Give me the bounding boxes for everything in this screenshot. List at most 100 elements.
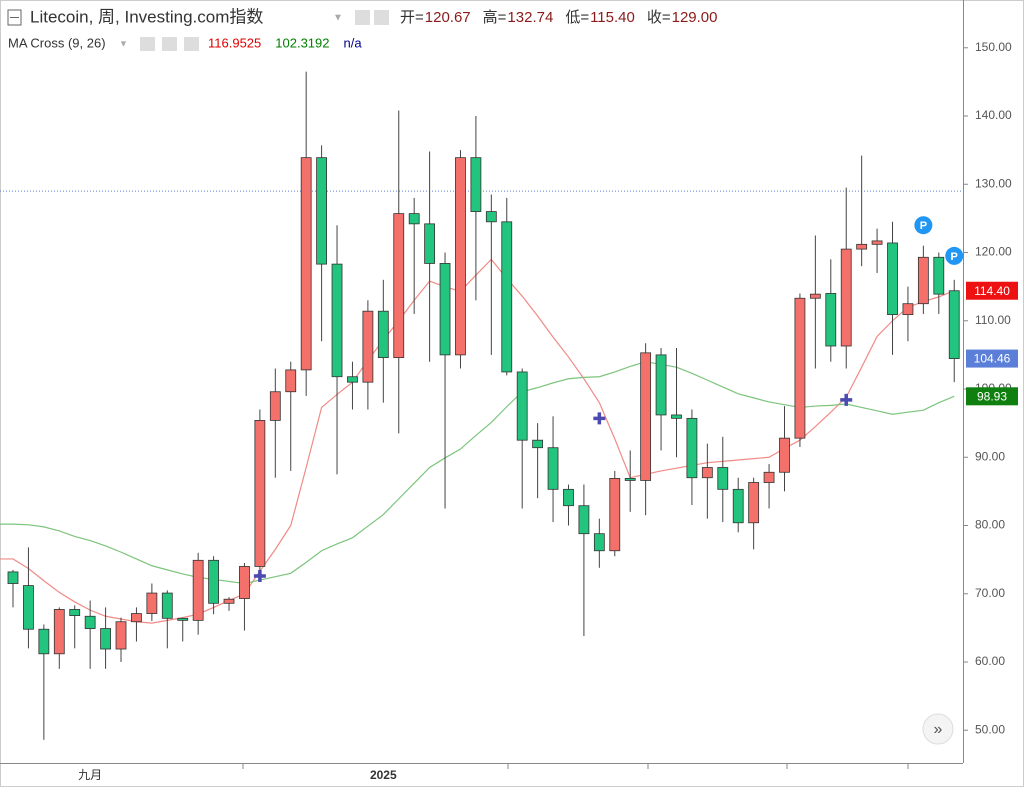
pivot-label: P	[920, 220, 927, 232]
ohlc-key: 高=	[483, 9, 507, 26]
candle-body	[578, 505, 590, 535]
candle-body	[779, 437, 790, 473]
candle-body	[269, 391, 281, 421]
candle-body	[717, 467, 729, 490]
candle-body	[146, 592, 158, 614]
price-tag	[966, 387, 1018, 406]
candle-body	[732, 488, 744, 524]
indicator-value: 102.3192	[275, 35, 329, 50]
scroll-button-icon: »	[934, 721, 943, 738]
candle-body	[593, 533, 605, 552]
candle-body	[671, 414, 682, 419]
candle-body	[377, 310, 389, 359]
candle-body	[917, 256, 929, 305]
pivot-marker	[945, 246, 964, 265]
candle-body	[840, 248, 852, 347]
chart-title: Litecoin, 周, Investing.com指数	[30, 7, 263, 26]
candle-body	[655, 354, 667, 416]
candle-body	[455, 157, 466, 356]
y-tick-label: 140.00	[975, 108, 1012, 122]
candle-body	[701, 467, 713, 479]
settings-icon[interactable]	[374, 10, 389, 25]
price-tag-label: 114.40	[974, 284, 1010, 298]
candle-body	[686, 417, 698, 479]
candle-body	[794, 297, 806, 439]
candle-body	[254, 420, 266, 567]
candle-body	[161, 592, 173, 619]
ohlc-key: 低=	[565, 9, 589, 26]
candle-body	[208, 559, 219, 604]
indicator-icon[interactable]	[162, 37, 177, 51]
candle-body	[856, 243, 868, 250]
candle-body	[177, 617, 189, 621]
ohlc-key: 收=	[647, 9, 671, 26]
candle-body	[609, 478, 621, 552]
candle-body	[563, 488, 574, 507]
ohlc-value: 115.40	[590, 9, 635, 26]
indicator-close[interactable]	[184, 37, 199, 51]
candle-body	[485, 211, 497, 223]
y-tick-label: 130.00	[975, 176, 1012, 190]
month-ticks	[242, 763, 909, 769]
candle-body	[69, 609, 81, 616]
candle-body	[23, 585, 34, 630]
indicator-name: MA Cross (9, 26)	[8, 35, 106, 50]
candle-body	[300, 157, 312, 371]
ohlc-value: 129.00	[672, 9, 718, 26]
candle-body	[316, 157, 328, 265]
price-tag-label: 98.93	[977, 389, 1007, 403]
dropdown-arrow[interactable]: ▼	[333, 13, 343, 24]
candle-body	[516, 371, 528, 441]
candle-body	[887, 242, 898, 316]
y-tick-label: 60.00	[975, 654, 1005, 668]
candle-body	[825, 293, 837, 347]
candle-body	[748, 482, 760, 524]
candle-body	[640, 352, 652, 481]
x-tick-label: 2025	[370, 768, 397, 782]
candle-body	[408, 213, 420, 225]
cross-signal	[840, 393, 853, 406]
candle-body	[285, 369, 297, 393]
candle-body	[84, 615, 96, 629]
y-tick-label: 50.00	[975, 722, 1005, 736]
candle-body	[547, 447, 559, 490]
indicator-icon[interactable]	[140, 37, 155, 51]
candle-body	[223, 598, 235, 604]
candle-body	[809, 293, 821, 299]
y-tick-label: 80.00	[975, 518, 1005, 532]
scroll-button[interactable]	[922, 713, 954, 745]
plot: 150.00140.00130.00120.00110.00100.0090.0…	[0, 40, 1018, 782]
candle-body	[439, 263, 451, 356]
price-tag	[966, 281, 1018, 300]
indicator-value: 116.9525	[208, 35, 261, 50]
price-tag-label: 104.46	[974, 352, 1011, 366]
indicator-value: n/a	[344, 35, 363, 50]
pivot-label: P	[951, 251, 958, 263]
pivot-marker	[914, 216, 933, 235]
candle-body	[871, 240, 883, 245]
ohlc-value: 120.67	[425, 9, 471, 26]
y-tick-label: 150.00	[975, 40, 1012, 54]
candle-body	[7, 571, 19, 584]
cross-signal	[253, 570, 266, 583]
price-tag	[966, 349, 1018, 368]
candle-body	[902, 303, 914, 316]
y-tick-label: 110.00	[975, 313, 1011, 327]
settings-icon[interactable]	[355, 10, 370, 25]
candle-body	[239, 566, 250, 599]
candle-body	[470, 157, 482, 212]
candle-body	[532, 439, 544, 449]
candle-body	[948, 290, 960, 359]
candle-body	[331, 263, 343, 378]
candle-body	[362, 310, 374, 383]
dropdown-arrow[interactable]: ▼	[119, 38, 128, 48]
indicator-values: 116.9525 102.3192 n/a	[208, 35, 362, 50]
candle-body	[624, 478, 636, 481]
candle-body	[115, 621, 127, 650]
candle-body	[933, 256, 945, 295]
ohlc-header: 开= 120.67 高= 132.74 低= 115.40 收= 129.00	[400, 9, 718, 26]
candle-body	[192, 559, 204, 621]
ohlc-key: 开=	[400, 9, 424, 26]
